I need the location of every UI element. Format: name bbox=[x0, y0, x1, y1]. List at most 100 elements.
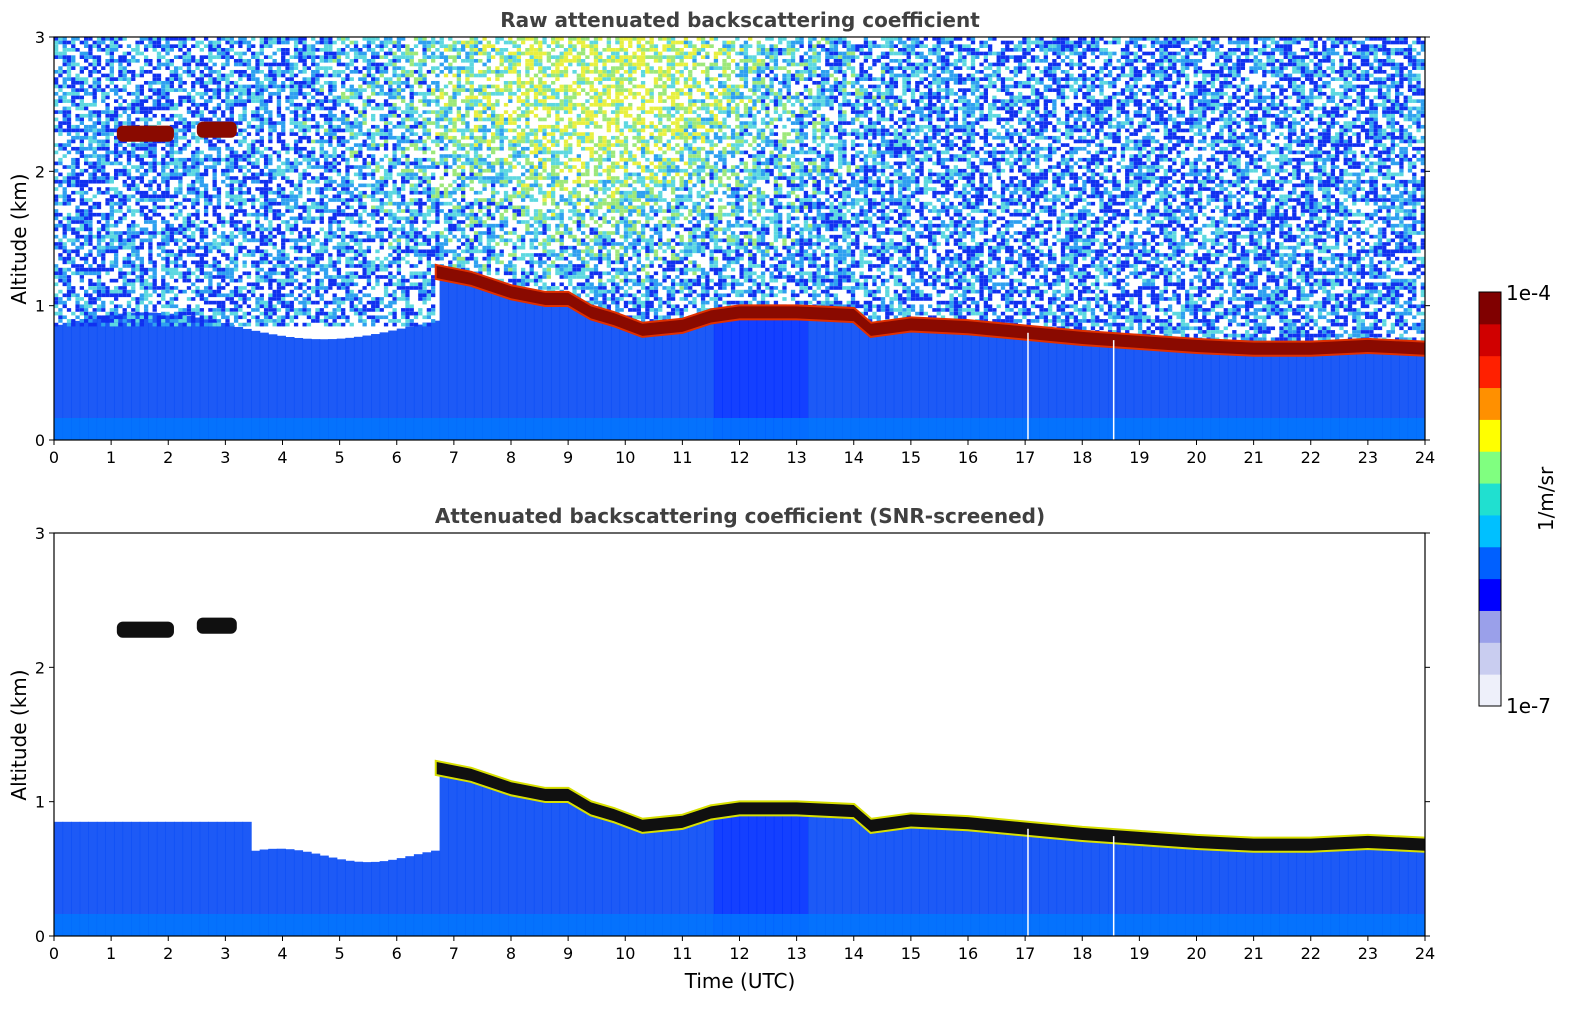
noise-pixel bbox=[928, 73, 933, 78]
noise-pixel bbox=[1403, 37, 1408, 41]
noise-pixel bbox=[233, 102, 239, 107]
noise-pixel bbox=[1287, 55, 1293, 59]
noise-pixel bbox=[902, 106, 907, 111]
noise-pixel bbox=[1146, 69, 1151, 74]
noise-pixel bbox=[688, 99, 693, 103]
noise-pixel bbox=[1360, 91, 1366, 96]
noise-pixel bbox=[113, 44, 119, 48]
noise-pixel bbox=[915, 88, 920, 92]
noise-pixel bbox=[606, 69, 611, 74]
noise-pixel bbox=[1047, 62, 1053, 67]
noise-pixel bbox=[1275, 73, 1280, 78]
noise-pixel bbox=[396, 95, 402, 100]
surface-layer bbox=[1090, 418, 1100, 440]
aerosol-column bbox=[593, 314, 603, 440]
noise-pixel bbox=[101, 99, 106, 103]
noise-pixel bbox=[1125, 110, 1130, 114]
noise-pixel bbox=[992, 51, 997, 56]
noise-pixel bbox=[628, 37, 633, 41]
noise-pixel bbox=[576, 40, 581, 45]
noise-pixel bbox=[709, 102, 714, 107]
noise-pixel bbox=[58, 73, 63, 78]
noise-pixel bbox=[919, 91, 924, 96]
noise-pixel bbox=[966, 44, 971, 48]
surface-layer bbox=[473, 418, 484, 440]
noise-pixel bbox=[208, 55, 213, 59]
noise-pixel bbox=[225, 47, 230, 52]
noise-pixel bbox=[568, 102, 573, 107]
noise-pixel bbox=[872, 62, 877, 67]
noise-pixel bbox=[773, 44, 779, 48]
noise-pixel bbox=[1150, 44, 1156, 48]
noise-pixel bbox=[135, 73, 140, 78]
noise-pixel bbox=[880, 55, 886, 59]
noise-pixel bbox=[383, 40, 389, 45]
noise-pixel bbox=[113, 110, 119, 114]
noise-pixel bbox=[1082, 113, 1087, 118]
noise-pixel bbox=[332, 99, 337, 103]
noise-pixel bbox=[743, 73, 749, 78]
noise-pixel bbox=[1373, 113, 1378, 118]
noise-pixel bbox=[1176, 110, 1181, 114]
noise-pixel bbox=[345, 55, 350, 59]
noise-pixel bbox=[465, 113, 470, 118]
noise-pixel bbox=[75, 91, 80, 96]
noise-pixel bbox=[580, 73, 586, 78]
noise-pixel bbox=[589, 88, 594, 92]
noise-pixel bbox=[341, 95, 346, 100]
noise-pixel bbox=[1086, 40, 1091, 45]
surface-layer bbox=[1416, 418, 1425, 440]
noise-pixel bbox=[1300, 102, 1306, 107]
noise-pixel bbox=[889, 44, 894, 48]
noise-pixel bbox=[576, 51, 581, 56]
surface-layer bbox=[508, 418, 518, 440]
noise-pixel bbox=[1133, 99, 1138, 103]
noise-pixel bbox=[191, 99, 196, 103]
noise-pixel bbox=[143, 44, 149, 48]
noise-pixel bbox=[122, 37, 127, 41]
noise-pixel bbox=[833, 47, 839, 52]
noise-pixel bbox=[606, 77, 611, 81]
noise-pixel bbox=[945, 84, 950, 89]
noise-pixel bbox=[538, 40, 543, 45]
noise-pixel bbox=[135, 44, 140, 48]
noise-pixel bbox=[846, 66, 851, 70]
noise-pixel bbox=[1283, 113, 1288, 118]
noise-pixel bbox=[323, 44, 329, 48]
noise-pixel bbox=[546, 58, 551, 63]
noise-pixel bbox=[1365, 37, 1370, 41]
noise-pixel bbox=[143, 113, 149, 118]
noise-pixel bbox=[1232, 95, 1237, 100]
noise-pixel bbox=[1373, 110, 1378, 114]
noise-pixel bbox=[422, 110, 427, 114]
noise-pixel bbox=[919, 40, 924, 45]
noise-pixel bbox=[782, 95, 787, 100]
noise-pixel bbox=[1245, 44, 1250, 48]
noise-pixel bbox=[62, 55, 67, 59]
noise-pixel bbox=[893, 84, 899, 89]
noise-pixel bbox=[748, 58, 753, 63]
noise-pixel bbox=[670, 106, 676, 111]
noise-pixel bbox=[799, 37, 804, 41]
noise-pixel bbox=[859, 110, 864, 114]
noise-pixel bbox=[555, 73, 560, 78]
noise-pixel bbox=[431, 37, 436, 41]
noise-pixel bbox=[795, 117, 800, 122]
noise-pixel bbox=[825, 80, 830, 85]
noise-pixel bbox=[302, 84, 307, 89]
noise-pixel bbox=[251, 66, 256, 70]
noise-pixel bbox=[598, 77, 603, 81]
noise-pixel bbox=[66, 62, 72, 67]
noise-pixel bbox=[1120, 66, 1126, 70]
noise-pixel bbox=[529, 88, 534, 92]
noise-pixel bbox=[829, 84, 834, 89]
noise-pixel bbox=[71, 66, 76, 70]
noise-pixel bbox=[842, 84, 847, 89]
noise-pixel bbox=[199, 69, 204, 74]
noise-pixel bbox=[388, 102, 393, 107]
noise-pixel bbox=[1300, 62, 1306, 67]
aerosol-column bbox=[216, 322, 226, 440]
noise-pixel bbox=[529, 80, 534, 85]
noise-pixel bbox=[1373, 88, 1378, 92]
noise-pixel bbox=[448, 95, 453, 100]
